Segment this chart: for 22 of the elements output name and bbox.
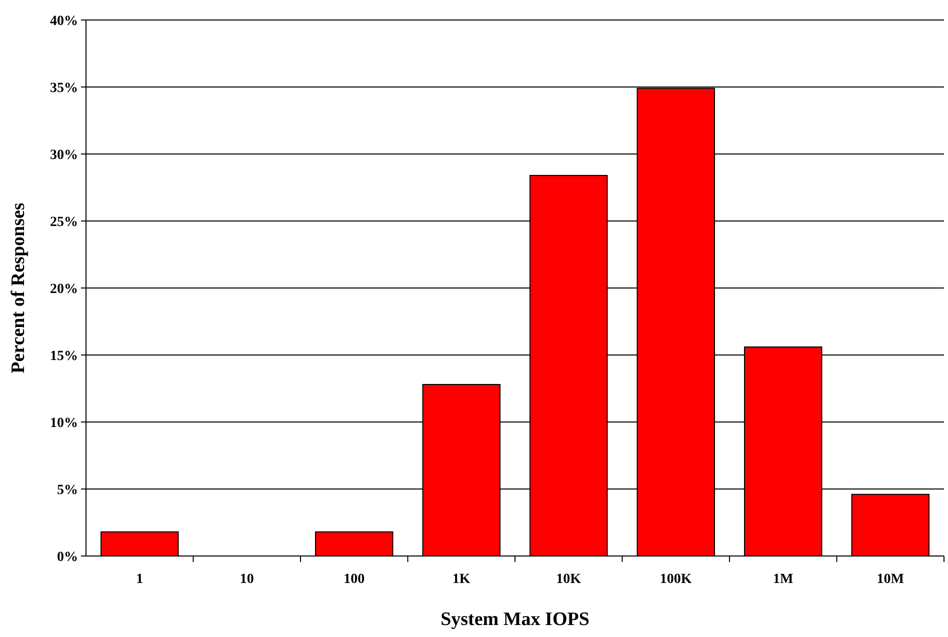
bar [315,531,394,556]
x-tick-label: 1M [773,572,794,587]
x-tick-label: 100 [344,572,365,587]
y-tick-label: 20% [50,282,78,297]
y-tick-label: 15% [50,348,78,364]
x-tick-label: 1K [452,572,470,587]
x-tick-label: 100K [660,572,692,587]
x-tick-label: 1 [136,572,144,587]
bar [100,531,179,556]
bar [851,494,930,556]
y-tick-label: 0% [57,550,78,565]
y-tick-label: 30% [50,148,78,163]
y-tick-label: 10% [50,416,78,431]
y-axis-title: Percent of Responses [8,202,29,374]
y-tick-label: 35% [50,80,78,96]
y-tick-label: 25% [50,214,78,230]
y-tick-label: 40% [50,14,78,29]
y-tick-label: 5% [57,482,78,498]
x-tick-label: 10K [556,572,582,587]
x-tick-label: 10 [240,572,254,587]
x-axis-title: System Max IOPS [440,609,590,630]
x-tick-label: 10M [876,572,904,587]
